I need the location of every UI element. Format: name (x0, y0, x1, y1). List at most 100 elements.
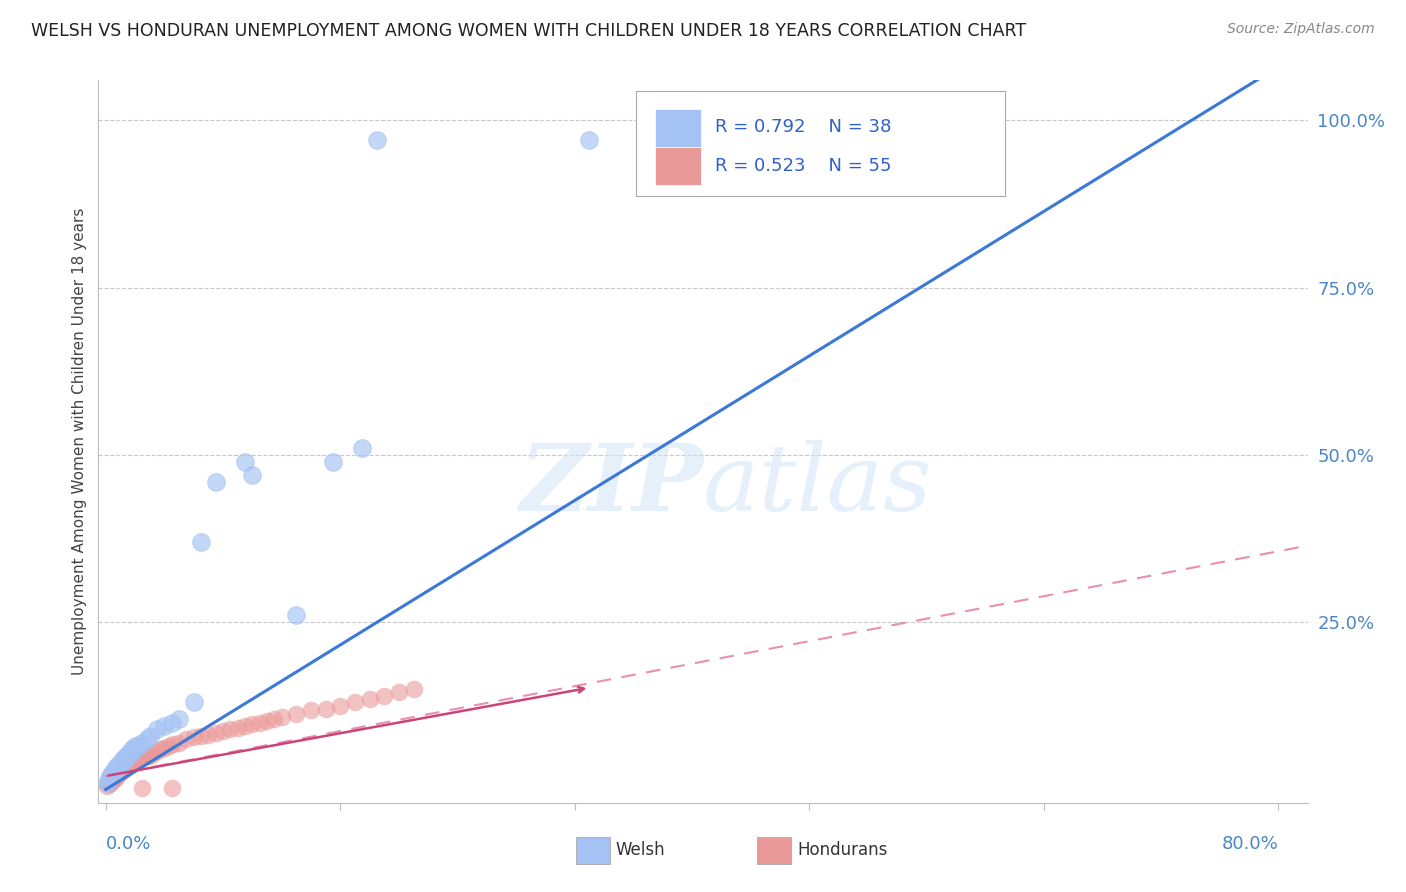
Point (114, 752, 136, 766)
Point (240, 467, 263, 482)
Bar (655, 147, 700, 185)
Point (98, 776, 121, 790)
Point (111, 764, 134, 778)
Point (97, 772, 120, 787)
Point (233, 719, 256, 733)
Point (167, 735, 190, 749)
Point (138, 729, 160, 743)
Bar (655, 109, 700, 147)
Point (157, 739, 180, 753)
Point (322, 455, 344, 469)
Text: R = 0.792    N = 38: R = 0.792 N = 38 (716, 119, 891, 136)
Point (117, 759, 139, 773)
Point (131, 781, 153, 796)
Point (142, 746, 165, 760)
Point (118, 759, 141, 773)
Text: WELSH VS HONDURAN UNEMPLOYMENT AMONG WOMEN WITH CHILDREN UNDER 18 YEARS CORRELAT: WELSH VS HONDURAN UNEMPLOYMENT AMONG WOM… (31, 22, 1026, 40)
Text: Hondurans: Hondurans (797, 841, 887, 860)
Point (127, 752, 149, 766)
Point (212, 723, 235, 738)
Point (240, 717, 263, 731)
Point (256, 714, 278, 728)
Point (366, 134, 388, 148)
Point (226, 721, 249, 735)
Point (100, 765, 122, 780)
Point (150, 742, 173, 756)
Point (219, 723, 242, 737)
Point (190, 729, 212, 743)
Point (118, 746, 141, 760)
Point (285, 707, 308, 722)
Point (299, 703, 322, 717)
Point (135, 732, 157, 747)
Point (127, 739, 149, 753)
Point (105, 769, 128, 783)
Y-axis label: Unemployment Among Women with Children Under 18 years: Unemployment Among Women with Children U… (72, 208, 87, 675)
Point (108, 759, 131, 773)
Point (190, 535, 212, 549)
Point (160, 715, 183, 730)
Point (578, 134, 600, 148)
Point (97, 777, 120, 791)
Point (121, 742, 143, 756)
Point (111, 756, 134, 770)
Point (101, 765, 124, 780)
FancyBboxPatch shape (637, 91, 1005, 196)
Point (263, 712, 285, 726)
Point (112, 762, 135, 776)
Point (98, 769, 121, 783)
Point (249, 715, 271, 730)
Point (197, 728, 219, 742)
Point (110, 756, 132, 770)
Point (117, 749, 139, 764)
Text: Welsh: Welsh (616, 841, 665, 860)
Point (103, 762, 125, 776)
Point (183, 696, 205, 710)
Point (167, 712, 190, 726)
Point (124, 739, 146, 753)
Point (124, 756, 146, 770)
Text: ZIP: ZIP (519, 440, 703, 530)
Point (204, 725, 226, 739)
Point (132, 750, 155, 764)
Point (146, 723, 169, 737)
Text: Source: ZipAtlas.com: Source: ZipAtlas.com (1227, 22, 1375, 37)
Point (204, 475, 226, 489)
Point (270, 710, 292, 724)
Point (160, 781, 183, 796)
Point (138, 749, 160, 764)
Point (100, 774, 122, 789)
Point (343, 696, 366, 710)
Point (105, 762, 128, 776)
Point (402, 682, 425, 697)
Text: R = 0.523    N = 55: R = 0.523 N = 55 (716, 156, 891, 175)
Point (373, 689, 395, 703)
Point (107, 769, 129, 783)
Point (315, 702, 337, 716)
Text: 0.0%: 0.0% (105, 835, 150, 853)
Point (107, 759, 129, 773)
Point (329, 698, 352, 713)
Point (96, 779, 118, 793)
Point (96, 776, 118, 790)
Point (176, 732, 198, 747)
Point (101, 772, 124, 787)
Point (153, 719, 176, 733)
Point (153, 740, 176, 755)
Point (285, 608, 308, 623)
Point (112, 752, 135, 766)
Bar (576, 837, 610, 864)
Point (110, 765, 132, 780)
Point (121, 756, 143, 770)
Point (103, 772, 125, 787)
Point (352, 442, 374, 455)
Point (135, 749, 157, 764)
Text: 80.0%: 80.0% (1222, 835, 1278, 853)
Point (115, 749, 138, 764)
Text: atlas: atlas (703, 440, 932, 530)
Point (131, 735, 153, 749)
Point (129, 752, 152, 766)
Point (120, 756, 142, 771)
Point (122, 742, 145, 756)
Bar (758, 837, 792, 864)
